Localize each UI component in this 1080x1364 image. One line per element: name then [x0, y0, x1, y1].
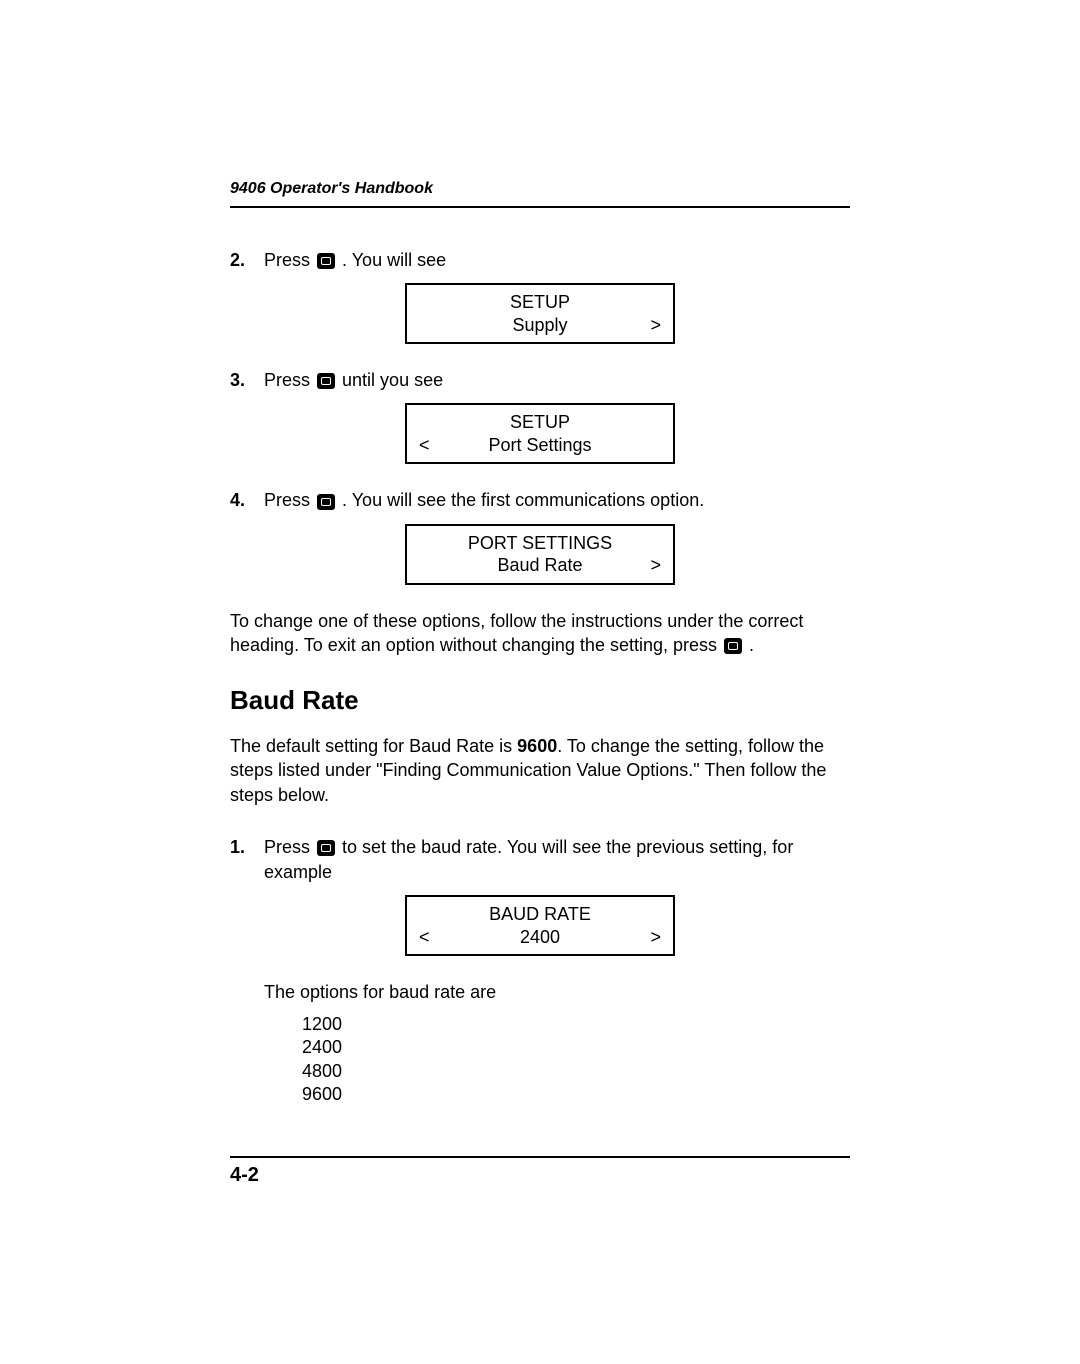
lcd2-row2: Port Settings [433, 434, 647, 457]
button-icon [317, 253, 335, 269]
opt-2400: 2400 [302, 1036, 850, 1059]
step-4-post: . You will see the first communications … [342, 490, 704, 510]
page-header: 9406 Operator's Handbook [230, 180, 850, 208]
lcd4-row2-l: < [419, 926, 433, 949]
button-icon [317, 494, 335, 510]
button-icon [724, 638, 742, 654]
lcd4-row2: 2400 [433, 926, 647, 949]
step-3: 3. Press until you see [230, 368, 850, 393]
opts-intro: The options for baud rate are [264, 980, 850, 1004]
step-4: 4. Press . You will see the first commun… [230, 488, 850, 513]
opt-1200: 1200 [302, 1013, 850, 1036]
section-baud-rate: Baud Rate [230, 685, 850, 716]
lcd1-row1: SETUP [433, 291, 647, 314]
lcd3-row2: Baud Rate [433, 554, 647, 577]
baud-step-1: 1. Press to set the baud rate. You will … [230, 835, 850, 885]
para2-bold: 9600 [517, 736, 557, 756]
footer: 4-2 [230, 1156, 850, 1187]
lcd1-row2: Supply [433, 314, 647, 337]
step-3-post: until you see [342, 370, 443, 390]
baud-step-1-post: to set the baud rate. You will see the p… [264, 837, 793, 882]
baud-step-1-pre: Press [264, 837, 315, 857]
baud-options: 1200 2400 4800 9600 [302, 1013, 850, 1107]
opt-9600: 9600 [302, 1083, 850, 1106]
button-icon [317, 840, 335, 856]
page-number: 4-2 [230, 1164, 259, 1186]
lcd3-row1: PORT SETTINGS [433, 532, 647, 555]
lcd-port-settings: PORT SETTINGS Baud Rate> [405, 524, 675, 585]
step-4-pre: Press [264, 490, 315, 510]
step-4-num: 4. [230, 488, 264, 513]
para1-end: . [749, 635, 754, 655]
step-3-pre: Press [264, 370, 315, 390]
step-3-num: 3. [230, 368, 264, 393]
lcd4-row2-r: > [647, 926, 661, 949]
step-2-pre: Press [264, 250, 315, 270]
step-2: 2. Press . You will see [230, 248, 850, 273]
para2a: The default setting for Baud Rate is [230, 736, 517, 756]
lcd4-row1: BAUD RATE [433, 903, 647, 926]
opt-4800: 4800 [302, 1060, 850, 1083]
lcd-baud-rate: BAUD RATE <2400> [405, 895, 675, 956]
step-2-post: . You will see [342, 250, 446, 270]
lcd2-row1: SETUP [433, 411, 647, 434]
lcd-setup-supply: SETUP Supply> [405, 283, 675, 344]
lcd3-row2-r: > [647, 554, 661, 577]
step-2-num: 2. [230, 248, 264, 273]
baud-intro: The default setting for Baud Rate is 960… [230, 734, 850, 807]
lcd-setup-port: SETUP <Port Settings [405, 403, 675, 464]
baud-step-1-num: 1. [230, 835, 264, 885]
lcd2-row2-l: < [419, 434, 433, 457]
change-para: To change one of these options, follow t… [230, 609, 850, 658]
button-icon [317, 373, 335, 389]
para1-text: To change one of these options, follow t… [230, 611, 803, 655]
lcd1-row2-r: > [647, 314, 661, 337]
